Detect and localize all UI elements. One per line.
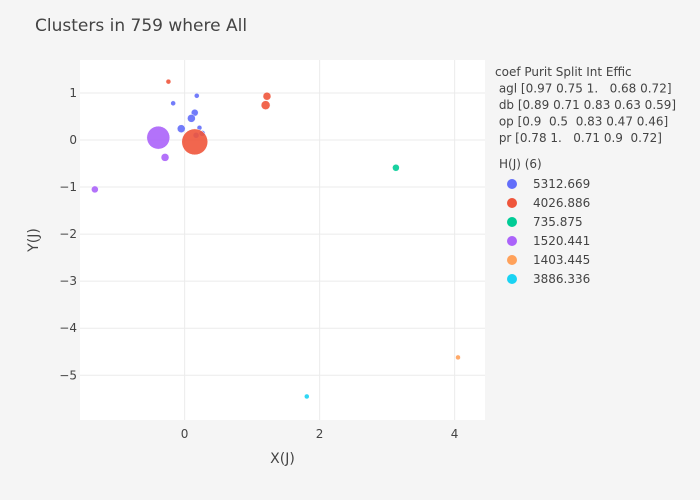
data-point [187,114,196,123]
y-tick-label: 0 [69,133,77,147]
data-point [170,100,176,107]
legend-marker [507,217,517,227]
data-point [392,164,400,172]
plot-area [80,60,485,420]
y-tick-label: −2 [59,227,77,241]
legend-entry: 5312.669 [533,177,590,191]
legend-marker [507,274,517,284]
y-axis-ticks: 1 0 −1 −2 −3 −4 −5 [59,86,77,382]
y-tick-label: −5 [59,368,77,382]
legend: coef Purit Split Int Effic agl [0.97 0.7… [495,65,676,286]
x-tick-label: 0 [181,427,189,441]
data-point [165,78,172,85]
x-tick-label: 4 [451,427,459,441]
legend-title: H(J) (6) [499,157,542,171]
data-point [177,124,186,133]
x-tick-label: 2 [316,427,324,441]
x-axis-label: X(J) [270,451,295,467]
legend-info-line: op [0.9 0.5 0.83 0.47 0.46] [495,115,668,129]
y-tick-label: 1 [69,86,77,100]
legend-marker [507,179,517,189]
legend-entry: 735.875 [533,215,583,229]
y-tick-label: −4 [59,321,77,335]
y-axis-label: Y(J) [26,228,42,253]
legend-info-line: db [0.89 0.71 0.83 0.63 0.59] [495,98,676,112]
y-tick-label: −3 [59,274,77,288]
data-point [262,91,272,101]
data-point [194,93,200,99]
data-point [304,393,310,400]
chart-title: Clusters in 759 where All [35,16,247,36]
legend-marker [507,236,517,246]
data-point [146,125,171,150]
data-point [91,185,99,194]
legend-info-line: pr [0.78 1. 0.71 0.9 0.72] [495,131,662,145]
data-points [91,78,461,400]
data-point [455,354,461,361]
grid-lines [80,60,485,420]
legend-entry: 1403.445 [533,253,590,267]
legend-info-line: coef Purit Split Int Effic [495,65,632,79]
y-tick-label: −1 [59,180,77,194]
legend-entry: 3886.336 [533,272,590,286]
x-axis-ticks: 0 2 4 [181,427,459,441]
legend-marker [507,255,517,265]
data-point [260,100,271,110]
data-point [160,153,170,162]
data-point [181,128,208,156]
legend-entry: 1520.441 [533,234,590,248]
legend-entry: 4026.886 [533,196,590,210]
legend-marker [507,198,517,208]
legend-info-line: agl [0.97 0.75 1. 0.68 0.72] [495,82,672,96]
